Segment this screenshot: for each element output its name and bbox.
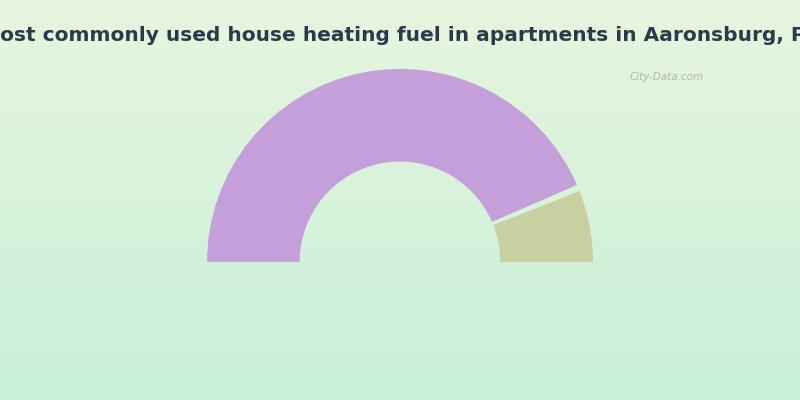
- Text: Most commonly used house heating fuel in apartments in Aaronsburg, PA: Most commonly used house heating fuel in…: [0, 26, 800, 45]
- Wedge shape: [494, 191, 593, 262]
- Text: City-Data.com: City-Data.com: [630, 72, 704, 82]
- Wedge shape: [207, 69, 577, 262]
